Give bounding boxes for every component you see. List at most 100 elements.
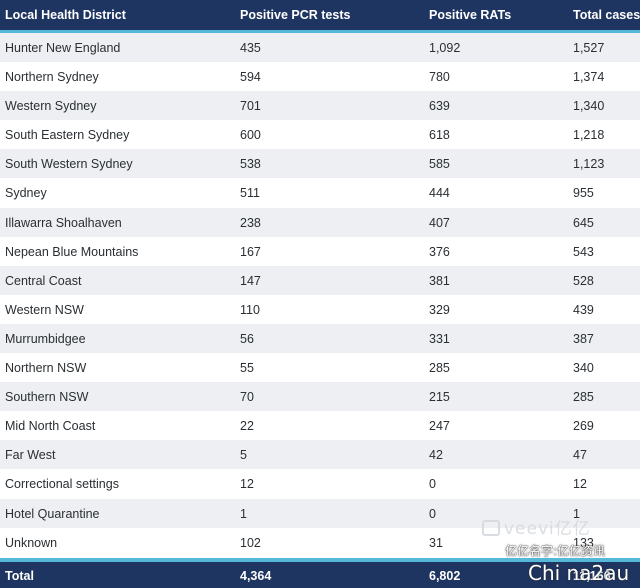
table-row: Sydney 511 444 955 (0, 178, 640, 207)
cell-pcr: 167 (240, 244, 261, 259)
table-row: Far West 5 42 47 (0, 440, 640, 470)
cell-total: 1,340 (573, 99, 605, 114)
cell-rat: 42 (429, 448, 443, 463)
overlay-watermark: Chi na2au (528, 561, 630, 585)
cell-total: 340 (573, 361, 594, 376)
cell-total: 1,123 (573, 157, 605, 172)
cell-pcr: 22 (240, 419, 254, 434)
cell-district: Nepean Blue Mountains (5, 244, 139, 259)
table-row: Central Coast 147 381 528 (0, 265, 640, 295)
cell-rat: 585 (429, 157, 450, 172)
cell-total: 269 (573, 419, 594, 434)
cell-pcr: 701 (240, 99, 261, 114)
table-body: Hunter New England 435 1,092 1,527 Northern … (0, 33, 640, 557)
cell-rat: 407 (429, 215, 450, 230)
cell-total: 955 (573, 186, 594, 201)
brand-watermark: veevi亿亿 (482, 514, 591, 539)
table-row: South Western Sydney 538 585 1,123 (0, 149, 640, 179)
cell-pcr: 110 (240, 302, 260, 317)
cell-rat: 780 (429, 70, 450, 85)
cell-pcr: 435 (240, 41, 261, 55)
brand-logo-icon (482, 520, 500, 536)
cell-district: Northern NSW (5, 361, 87, 376)
table-row: Illawarra Shoalhaven 238 407 645 (0, 207, 640, 237)
cell-total: 439 (573, 302, 594, 317)
cell-rat: 247 (429, 419, 450, 434)
brand-watermark-text: veevi亿亿 (504, 519, 591, 539)
cell-district: Southern NSW (5, 390, 89, 405)
column-header-pcr[interactable]: Positive PCR tests (240, 8, 351, 22)
cell-pcr: 56 (240, 331, 254, 346)
cell-total: 543 (573, 244, 594, 259)
table-header: Local Health District Positive PCR tests… (0, 0, 640, 30)
cell-district: Central Coast (5, 273, 82, 288)
header-divider (0, 30, 640, 33)
cell-rat: 639 (429, 99, 450, 114)
cell-pcr: 1 (240, 506, 247, 521)
cell-rat: 381 (429, 273, 450, 288)
cell-pcr: 238 (240, 215, 261, 230)
caption-watermark: 亿亿名字:亿亿资讯 (505, 544, 606, 558)
cell-total: 1,218 (573, 128, 605, 143)
column-header-total[interactable]: Total cases (573, 8, 640, 22)
column-header-district[interactable]: Local Health District (5, 8, 126, 22)
cell-rat: 215 (429, 390, 450, 405)
cell-total: 645 (573, 215, 594, 230)
cell-district: Western Sydney (5, 99, 97, 114)
cell-rat: 329 (429, 302, 450, 317)
cell-rat: 285 (429, 361, 450, 376)
table-row: Correctional settings 12 0 12 (0, 469, 640, 498)
cell-total: 387 (573, 331, 594, 346)
table-row: Hotel Quarantine 1 0 1 (0, 498, 640, 528)
cell-pcr: 538 (240, 157, 261, 172)
cell-district: Northern Sydney (5, 70, 99, 85)
cell-pcr: 102 (240, 535, 261, 550)
cell-pcr: 55 (240, 361, 254, 376)
cell-pcr: 594 (240, 70, 261, 85)
column-header-rat[interactable]: Positive RATs (429, 8, 512, 22)
table-row: South Eastern Sydney 600 618 1,218 (0, 120, 640, 149)
footer-divider (0, 558, 640, 562)
table-row: Northern Sydney 594 780 1,374 (0, 62, 640, 91)
cell-rat: 31 (429, 535, 443, 550)
table-row: Northern NSW 55 285 340 (0, 353, 640, 382)
cell-rat: 444 (429, 186, 450, 201)
cell-district: South Eastern Sydney (5, 128, 130, 143)
cell-total: 12 (573, 477, 587, 492)
table-row: Mid North Coast 22 247 269 (0, 411, 640, 440)
cell-district: Western NSW (5, 302, 84, 317)
cell-district: Hotel Quarantine (5, 506, 100, 521)
cell-rat: 1,092 (429, 41, 461, 55)
cell-total: 47 (573, 448, 587, 463)
cell-pcr: 12 (240, 477, 254, 492)
cell-district: Unknown (5, 535, 58, 550)
total-rat: 6,802 (429, 569, 461, 583)
table-row: Hunter New England 435 1,092 1,527 (0, 33, 640, 63)
cell-district: Far West (5, 448, 56, 463)
cell-pcr: 147 (240, 273, 261, 288)
cell-district: South Western Sydney (5, 157, 133, 172)
cell-district: Correctional settings (5, 477, 119, 492)
table-footer: Total 4,364 6,802 11,166 (0, 562, 640, 588)
table-row: Western NSW 110 329 439 (0, 295, 640, 324)
cell-pcr: 511 (240, 186, 260, 201)
cell-rat: 618 (429, 128, 450, 143)
cell-district: Hunter New England (5, 41, 121, 55)
cell-total: 1 (573, 506, 580, 521)
cell-total: 1,527 (573, 41, 605, 55)
cell-total: 1,374 (573, 70, 605, 85)
cell-district: Murrumbidgee (5, 331, 86, 346)
cell-rat: 331 (429, 331, 450, 346)
total-label: Total (5, 569, 34, 583)
cell-pcr: 70 (240, 390, 254, 405)
cell-rat: 0 (429, 506, 436, 521)
table-row: Murrumbidgee 56 331 387 (0, 323, 640, 354)
total-cases: 11,166 (573, 569, 611, 583)
cell-rat: 0 (429, 477, 436, 492)
cell-total: 133 (573, 535, 594, 550)
cell-district: Mid North Coast (5, 419, 96, 434)
total-pcr: 4,364 (240, 569, 272, 583)
cell-total: 528 (573, 273, 594, 288)
cell-rat: 376 (429, 244, 450, 259)
